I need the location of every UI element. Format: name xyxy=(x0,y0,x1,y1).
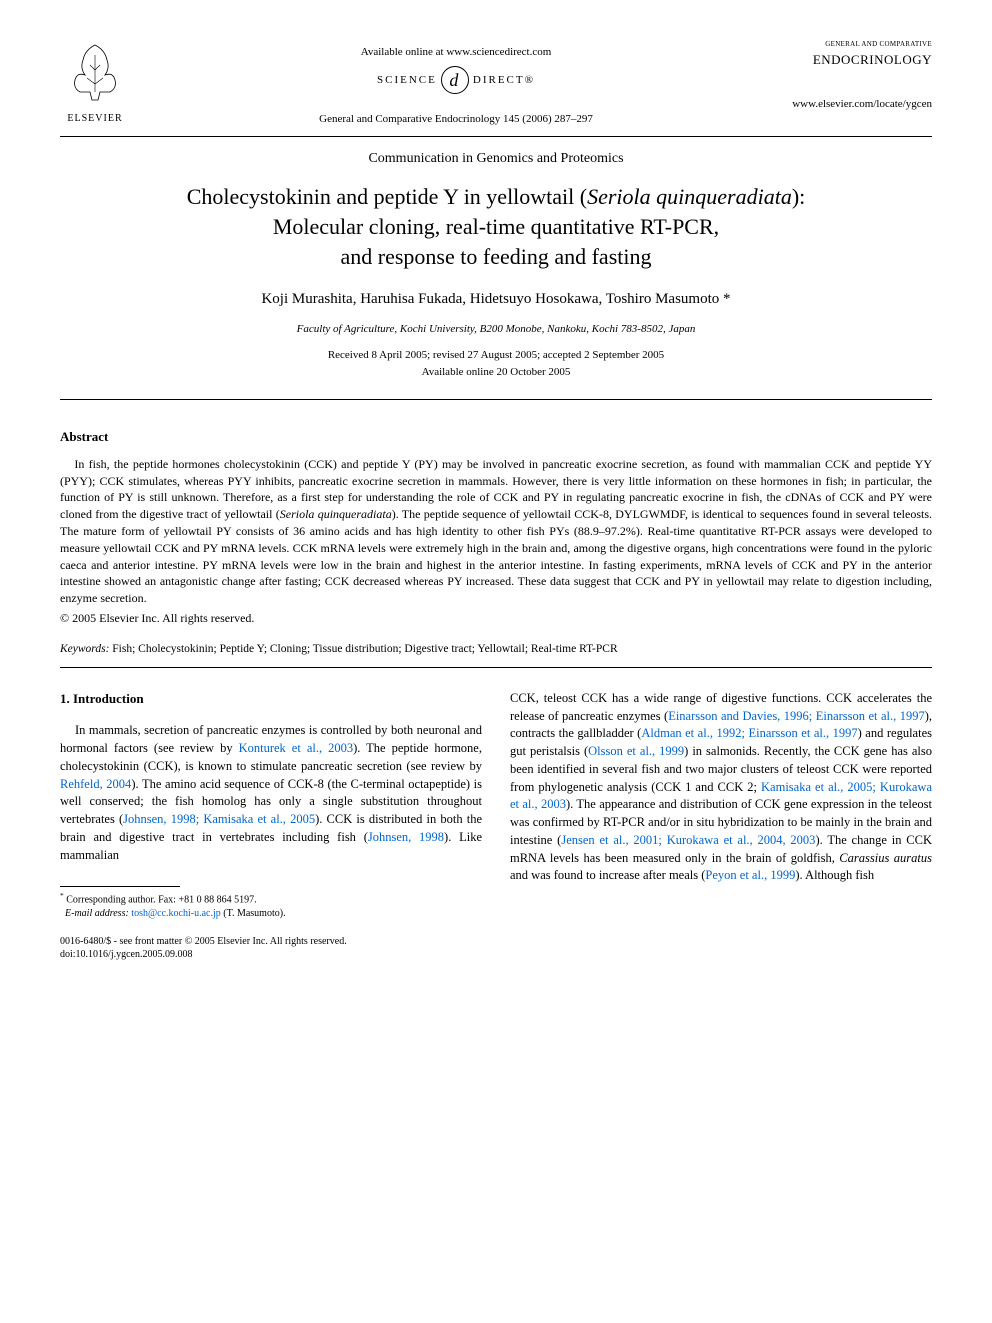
footer-line2: doi:10.1016/j.ygcen.2005.09.008 xyxy=(60,948,932,962)
journal-logo-top: GENERAL AND COMPARATIVE xyxy=(782,40,932,50)
ref-einarsson1[interactable]: Einarsson and Davies, 1996; Einarsson et… xyxy=(668,709,925,723)
footnote-divider xyxy=(60,886,180,887)
author-list: Koji Murashita, Haruhisa Fukada, Hidetsu… xyxy=(261,291,719,307)
intro-right-para: CCK, teleost CCK has a wide range of dig… xyxy=(510,690,932,885)
ref-peyon[interactable]: Peyon et al., 1999 xyxy=(705,868,795,882)
dates-online: Available online 20 October 2005 xyxy=(60,365,932,380)
footnote-email-label: E-mail address: xyxy=(65,908,129,919)
center-header: Available online at www.sciencedirect.co… xyxy=(130,40,782,128)
ref-johnsen[interactable]: Johnsen, 1998 xyxy=(368,830,444,844)
page-footer: 0016-6480/$ - see front matter © 2005 El… xyxy=(60,935,932,962)
corresponding-marker: * xyxy=(719,291,730,307)
keywords: Keywords: Fish; Cholecystokinin; Peptide… xyxy=(60,641,932,657)
intro-left-para: In mammals, secretion of pancreatic enzy… xyxy=(60,722,482,864)
header-divider xyxy=(60,136,932,137)
left-column: 1. Introduction In mammals, secretion of… xyxy=(60,690,482,921)
title-species: Seriola quinqueradiata xyxy=(587,184,792,209)
journal-citation: General and Comparative Endocrinology 14… xyxy=(130,112,782,127)
ref-konturek[interactable]: Konturek et al., 2003 xyxy=(239,741,354,755)
elsevier-tree-icon xyxy=(65,40,125,105)
abstract-post: ). The peptide sequence of yellowtail CC… xyxy=(60,507,932,605)
intro-r-species: Carassius auratus xyxy=(839,851,932,865)
abstract-body: In fish, the peptide hormones cholecysto… xyxy=(60,456,932,607)
ref-johnsen-kamisaka[interactable]: Johnsen, 1998; Kamisaka et al., 2005 xyxy=(123,812,315,826)
available-online-text: Available online at www.sciencedirect.co… xyxy=(130,45,782,60)
affiliation: Faculty of Agriculture, Kochi University… xyxy=(60,322,932,337)
intro-r-h: ). Although fish xyxy=(795,868,874,882)
article-title: Cholecystokinin and peptide Y in yellowt… xyxy=(60,182,932,271)
ref-aldman[interactable]: Aldman et al., 1992; Einarsson et al., 1… xyxy=(641,726,857,740)
ref-rehfeld[interactable]: Rehfeld, 2004 xyxy=(60,777,131,791)
keywords-divider xyxy=(60,667,932,668)
abstract-species: Seriola quinqueradiata xyxy=(280,507,392,521)
footnote-corr: * Corresponding author. Fax: +81 0 88 86… xyxy=(60,891,482,907)
sd-right: DIRECT® xyxy=(473,73,535,88)
authors: Koji Murashita, Haruhisa Fukada, Hidetsu… xyxy=(60,289,932,310)
journal-url: www.elsevier.com/locate/ygcen xyxy=(782,97,932,112)
footnote-email[interactable]: tosh@cc.kochi-u.ac.jp xyxy=(131,908,220,919)
keywords-label: Keywords: xyxy=(60,643,109,655)
footnote-block: * Corresponding author. Fax: +81 0 88 86… xyxy=(60,891,482,920)
abstract-copyright: © 2005 Elsevier Inc. All rights reserved… xyxy=(60,610,932,627)
science-direct-logo: SCIENCE d DIRECT® xyxy=(377,66,535,94)
journal-logo: GENERAL AND COMPARATIVE ENDOCRINOLOGY ww… xyxy=(782,40,932,112)
right-column: CCK, teleost CCK has a wide range of dig… xyxy=(510,690,932,921)
footer-line1: 0016-6480/$ - see front matter © 2005 El… xyxy=(60,935,932,949)
section-label: Communication in Genomics and Proteomics xyxy=(60,149,932,169)
footnote-corr-text: Corresponding author. Fax: +81 0 88 864 … xyxy=(66,895,256,906)
elsevier-label: ELSEVIER xyxy=(60,112,130,126)
ref-olsson[interactable]: Olsson et al., 1999 xyxy=(588,744,684,758)
elsevier-logo: ELSEVIER xyxy=(60,40,130,126)
intro-heading: 1. Introduction xyxy=(60,690,482,708)
title-line2: Molecular cloning, real-time quantitativ… xyxy=(273,214,719,239)
dates-received: Received 8 April 2005; revised 27 August… xyxy=(60,348,932,363)
title-line1a: Cholecystokinin and peptide Y in yellowt… xyxy=(187,184,587,209)
keywords-list: Fish; Cholecystokinin; Peptide Y; Clonin… xyxy=(109,643,617,655)
footnote-email-name: (T. Masumoto). xyxy=(221,908,286,919)
title-divider xyxy=(60,399,932,400)
ref-jensen-kurokawa[interactable]: Jensen et al., 2001; Kurokawa et al., 20… xyxy=(561,833,815,847)
title-line3: and response to feeding and fasting xyxy=(341,244,652,269)
sd-left: SCIENCE xyxy=(377,73,437,88)
sd-d-icon: d xyxy=(441,66,469,94)
page-header: ELSEVIER Available online at www.science… xyxy=(60,40,932,128)
abstract-heading: Abstract xyxy=(60,428,932,446)
footnote-email-line: E-mail address: tosh@cc.kochi-u.ac.jp (T… xyxy=(60,907,482,921)
title-line1b: ): xyxy=(792,184,805,209)
intro-r-g: and was found to increase after meals ( xyxy=(510,868,705,882)
journal-logo-main: ENDOCRINOLOGY xyxy=(782,51,932,69)
two-column-body: 1. Introduction In mammals, secretion of… xyxy=(60,690,932,921)
